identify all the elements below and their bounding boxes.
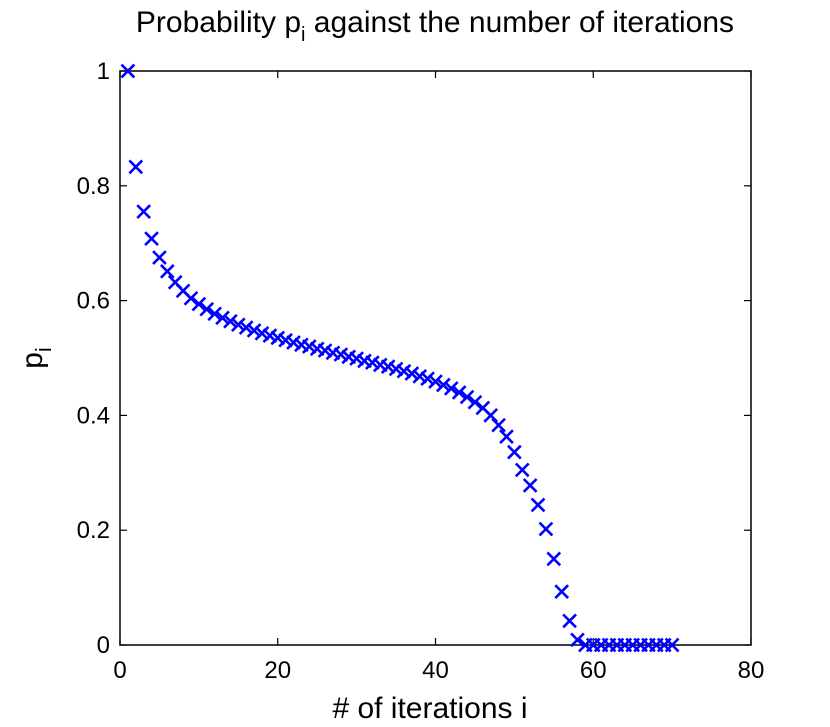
- data-point: [136, 204, 152, 219]
- axis-ticks: 0 20 40 60 80 0 0.2 0.4 0.6 0.8 1: [77, 58, 765, 684]
- data-point: [152, 250, 167, 265]
- data-point: [246, 323, 262, 338]
- data-point: [404, 366, 420, 381]
- chart-title-main: Probability p: [136, 6, 301, 39]
- chart-title-subscript: i: [301, 24, 305, 46]
- y-tick-label: 0.8: [77, 173, 110, 200]
- x-tick-label: 80: [738, 657, 765, 684]
- data-point: [664, 637, 680, 653]
- data-point: [230, 317, 246, 333]
- y-tick-label: 0.6: [77, 288, 110, 315]
- data-point: [507, 444, 522, 460]
- data-point: [144, 231, 159, 246]
- y-tick-label: 0: [97, 632, 110, 659]
- x-tick-label: 0: [113, 657, 126, 684]
- data-point: [451, 385, 467, 400]
- plot-area: [119, 70, 752, 646]
- data-point: [436, 377, 451, 393]
- y-tick-label: 0.2: [77, 517, 110, 544]
- data-point: [428, 374, 443, 389]
- x-tick-label: 40: [422, 657, 449, 684]
- data-point: [159, 263, 175, 279]
- data-point: [467, 394, 483, 410]
- data-point: [483, 408, 499, 423]
- data-point: [420, 371, 435, 387]
- data-point: [199, 301, 215, 317]
- data-point: [546, 551, 562, 567]
- data-point: [570, 632, 585, 648]
- y-tick-label: 0.4: [77, 402, 110, 429]
- data-point: [554, 584, 570, 599]
- data-point: [120, 63, 136, 79]
- data-point: [183, 290, 199, 306]
- data-point: [530, 497, 546, 513]
- y-tick-label: 1: [97, 58, 110, 85]
- chart-title-rest: against the number of iterations: [305, 6, 734, 39]
- data-point: [562, 613, 577, 629]
- y-axis-label-subscript: i: [31, 347, 56, 352]
- data-point: [128, 159, 144, 175]
- data-point: [514, 462, 530, 478]
- data-point: [459, 389, 475, 405]
- x-axis-label: # of iterations i: [332, 692, 527, 725]
- data-points: [120, 63, 680, 653]
- data-point: [223, 313, 238, 329]
- x-tick-label: 20: [264, 657, 291, 684]
- data-point: [191, 296, 207, 312]
- chart-title: Probability pi against the number of ite…: [136, 6, 734, 46]
- y-axis-label: pi: [16, 347, 56, 369]
- data-point: [538, 521, 554, 537]
- data-point: [499, 429, 514, 444]
- data-point: [215, 310, 230, 326]
- data-point: [207, 306, 222, 322]
- data-point: [443, 381, 459, 396]
- y-axis-label-main: p: [16, 352, 49, 369]
- data-point: [522, 478, 538, 493]
- data-point: [238, 320, 254, 335]
- data-point: [491, 417, 506, 433]
- x-tick-label: 60: [580, 657, 607, 684]
